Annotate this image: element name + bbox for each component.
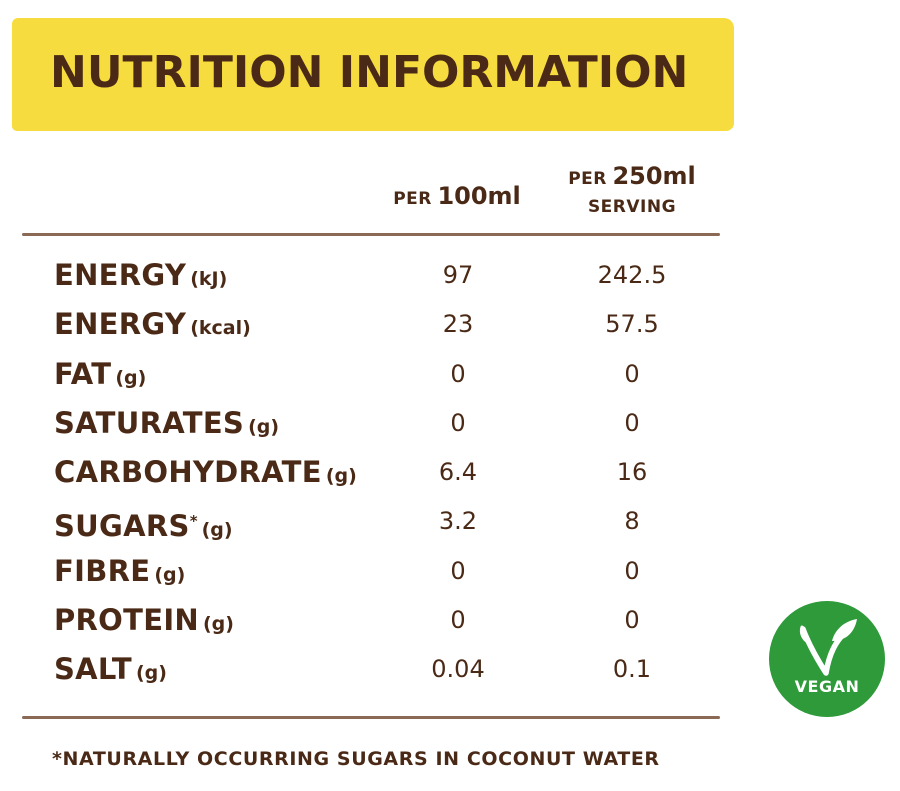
column-header-per-250ml-serving: PER 250ml SERVING (548, 162, 716, 221)
nutrient-name: SALT (54, 652, 132, 687)
row-label: FIBRE (g) (54, 551, 185, 596)
nutrient-unit: (g) (248, 415, 280, 438)
value-per-100ml: 23 (442, 310, 474, 339)
nutrient-name: ENERGY (54, 307, 187, 342)
table-row: ENERGY (kJ) 97 242.5 (0, 255, 760, 304)
column-header-prefix: PER (393, 189, 432, 209)
nutrient-unit: (kcal) (190, 317, 251, 340)
row-label: SALT (g) (54, 649, 167, 694)
nutrient-name: CARBOHYDRATE (54, 455, 322, 490)
value-per-250ml: 0 (624, 408, 640, 437)
value-per-100ml: 0 (450, 556, 466, 585)
nutrient-unit: (kJ) (190, 268, 228, 290)
table-row: FAT (g) 0 0 (0, 354, 760, 403)
nutrient-name: SATURATES (54, 405, 245, 440)
footnote: *NATURALLY OCCURRING SUGARS IN COCONUT W… (52, 748, 660, 770)
value-per-250ml: 242.5 (597, 261, 667, 289)
nutrient-name: ENERGY (54, 258, 187, 292)
row-label: SUGARS* (g) (54, 501, 233, 551)
row-label: PROTEIN (g) (54, 600, 234, 645)
value-per-250ml: 57.5 (605, 310, 659, 339)
value-per-100ml: 0 (450, 359, 466, 388)
value-per-100ml: 0.04 (431, 655, 485, 684)
table-row: SATURATES (g) 0 0 (0, 403, 760, 452)
nutrient-unit: (g) (115, 366, 147, 389)
value-per-100ml: 97 (442, 261, 474, 289)
value-per-250ml: 16 (616, 458, 648, 487)
page-title: NUTRITION INFORMATION (50, 47, 689, 98)
nutrient-unit: (g) (325, 465, 357, 488)
table-row: FIBRE (g) 0 0 (0, 551, 760, 600)
value-per-100ml: 6.4 (438, 458, 478, 487)
vegan-badge: VEGAN (769, 601, 885, 717)
row-label: FAT (g) (54, 354, 146, 399)
table-row: CARBOHYDRATE (g) 6.4 16 (0, 452, 760, 501)
row-label: ENERGY (kcal) (54, 304, 251, 349)
vegan-label: VEGAN (794, 677, 860, 696)
nutrient-unit: (g) (136, 662, 167, 685)
table-row: ENERGY (kcal) 23 57.5 (0, 304, 760, 353)
column-header-per-100ml: PER 100ml (372, 182, 542, 210)
value-per-250ml: 0 (624, 606, 640, 635)
row-label: CARBOHYDRATE (g) (54, 452, 357, 497)
nutrient-name: FIBRE (54, 553, 151, 588)
footer-divider (22, 716, 720, 719)
value-per-250ml: 0.1 (612, 655, 652, 684)
nutrient-unit: (g) (201, 519, 233, 542)
nutrition-table: ENERGY (kJ) 97 242.5 ENERGY (kcal) 23 57.5… (0, 255, 760, 699)
nutrient-unit: (g) (203, 613, 234, 636)
row-label: SATURATES (g) (54, 403, 279, 448)
table-row: PROTEIN (g) 0 0 (0, 600, 760, 649)
column-header-prefix: PER (568, 169, 607, 189)
value-per-100ml: 0 (450, 408, 466, 437)
table-row: SALT (g) 0.04 0.1 (0, 649, 760, 698)
table-row: SUGARS* (g) 3.2 8 (0, 501, 760, 550)
column-header-suffix: SERVING (587, 197, 677, 217)
header-divider (22, 233, 720, 236)
nutrient-name: SUGARS (54, 509, 190, 544)
row-label: ENERGY (kJ) (54, 255, 227, 300)
value-per-100ml: 0 (450, 606, 466, 635)
value-per-250ml: 0 (624, 556, 640, 585)
column-header-amount: 250ml (612, 162, 696, 190)
title-banner (12, 18, 734, 131)
nutrient-unit: (g) (154, 563, 186, 586)
value-per-250ml: 0 (624, 359, 640, 388)
value-per-250ml: 8 (624, 507, 640, 536)
footnote-marker: * (189, 512, 198, 531)
vegan-leaf-v-icon (799, 619, 857, 676)
nutrient-name: PROTEIN (54, 603, 199, 638)
nutrient-name: FAT (54, 356, 112, 391)
column-header-amount: 100ml (437, 182, 521, 210)
value-per-100ml: 3.2 (438, 507, 478, 536)
